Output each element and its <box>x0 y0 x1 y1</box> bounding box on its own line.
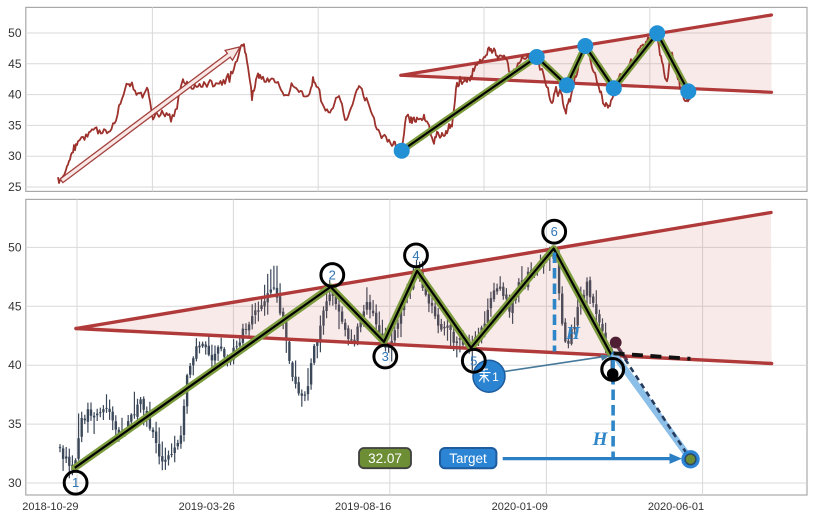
svg-text:50: 50 <box>8 26 22 40</box>
svg-text:H: H <box>592 429 609 450</box>
svg-text:35: 35 <box>8 417 22 431</box>
svg-text:30: 30 <box>8 149 22 163</box>
svg-text:35: 35 <box>8 118 22 132</box>
svg-text:2018-10-29: 2018-10-29 <box>22 501 78 513</box>
svg-text:3: 3 <box>382 349 389 364</box>
svg-text:1: 1 <box>492 370 499 384</box>
svg-text:5: 5 <box>470 353 477 368</box>
svg-text:25: 25 <box>8 180 22 194</box>
svg-text:H: H <box>565 323 581 343</box>
svg-text:2020-06-01: 2020-06-01 <box>648 501 704 513</box>
svg-text:2019-08-16: 2019-08-16 <box>335 501 391 513</box>
svg-text:30: 30 <box>8 476 22 490</box>
svg-text:40: 40 <box>8 358 22 372</box>
svg-text:Target: Target <box>449 451 487 466</box>
svg-text:32.07: 32.07 <box>368 451 402 466</box>
svg-text:50: 50 <box>8 240 22 254</box>
svg-text:4: 4 <box>412 248 419 263</box>
svg-text:45: 45 <box>8 299 22 313</box>
svg-text:6: 6 <box>551 224 558 239</box>
svg-text:45: 45 <box>8 57 22 71</box>
svg-text:40: 40 <box>8 88 22 102</box>
svg-text:2019-03-26: 2019-03-26 <box>179 501 235 513</box>
svg-text:2: 2 <box>329 268 336 283</box>
svg-text:1: 1 <box>72 475 79 490</box>
svg-text:2020-01-09: 2020-01-09 <box>492 501 548 513</box>
